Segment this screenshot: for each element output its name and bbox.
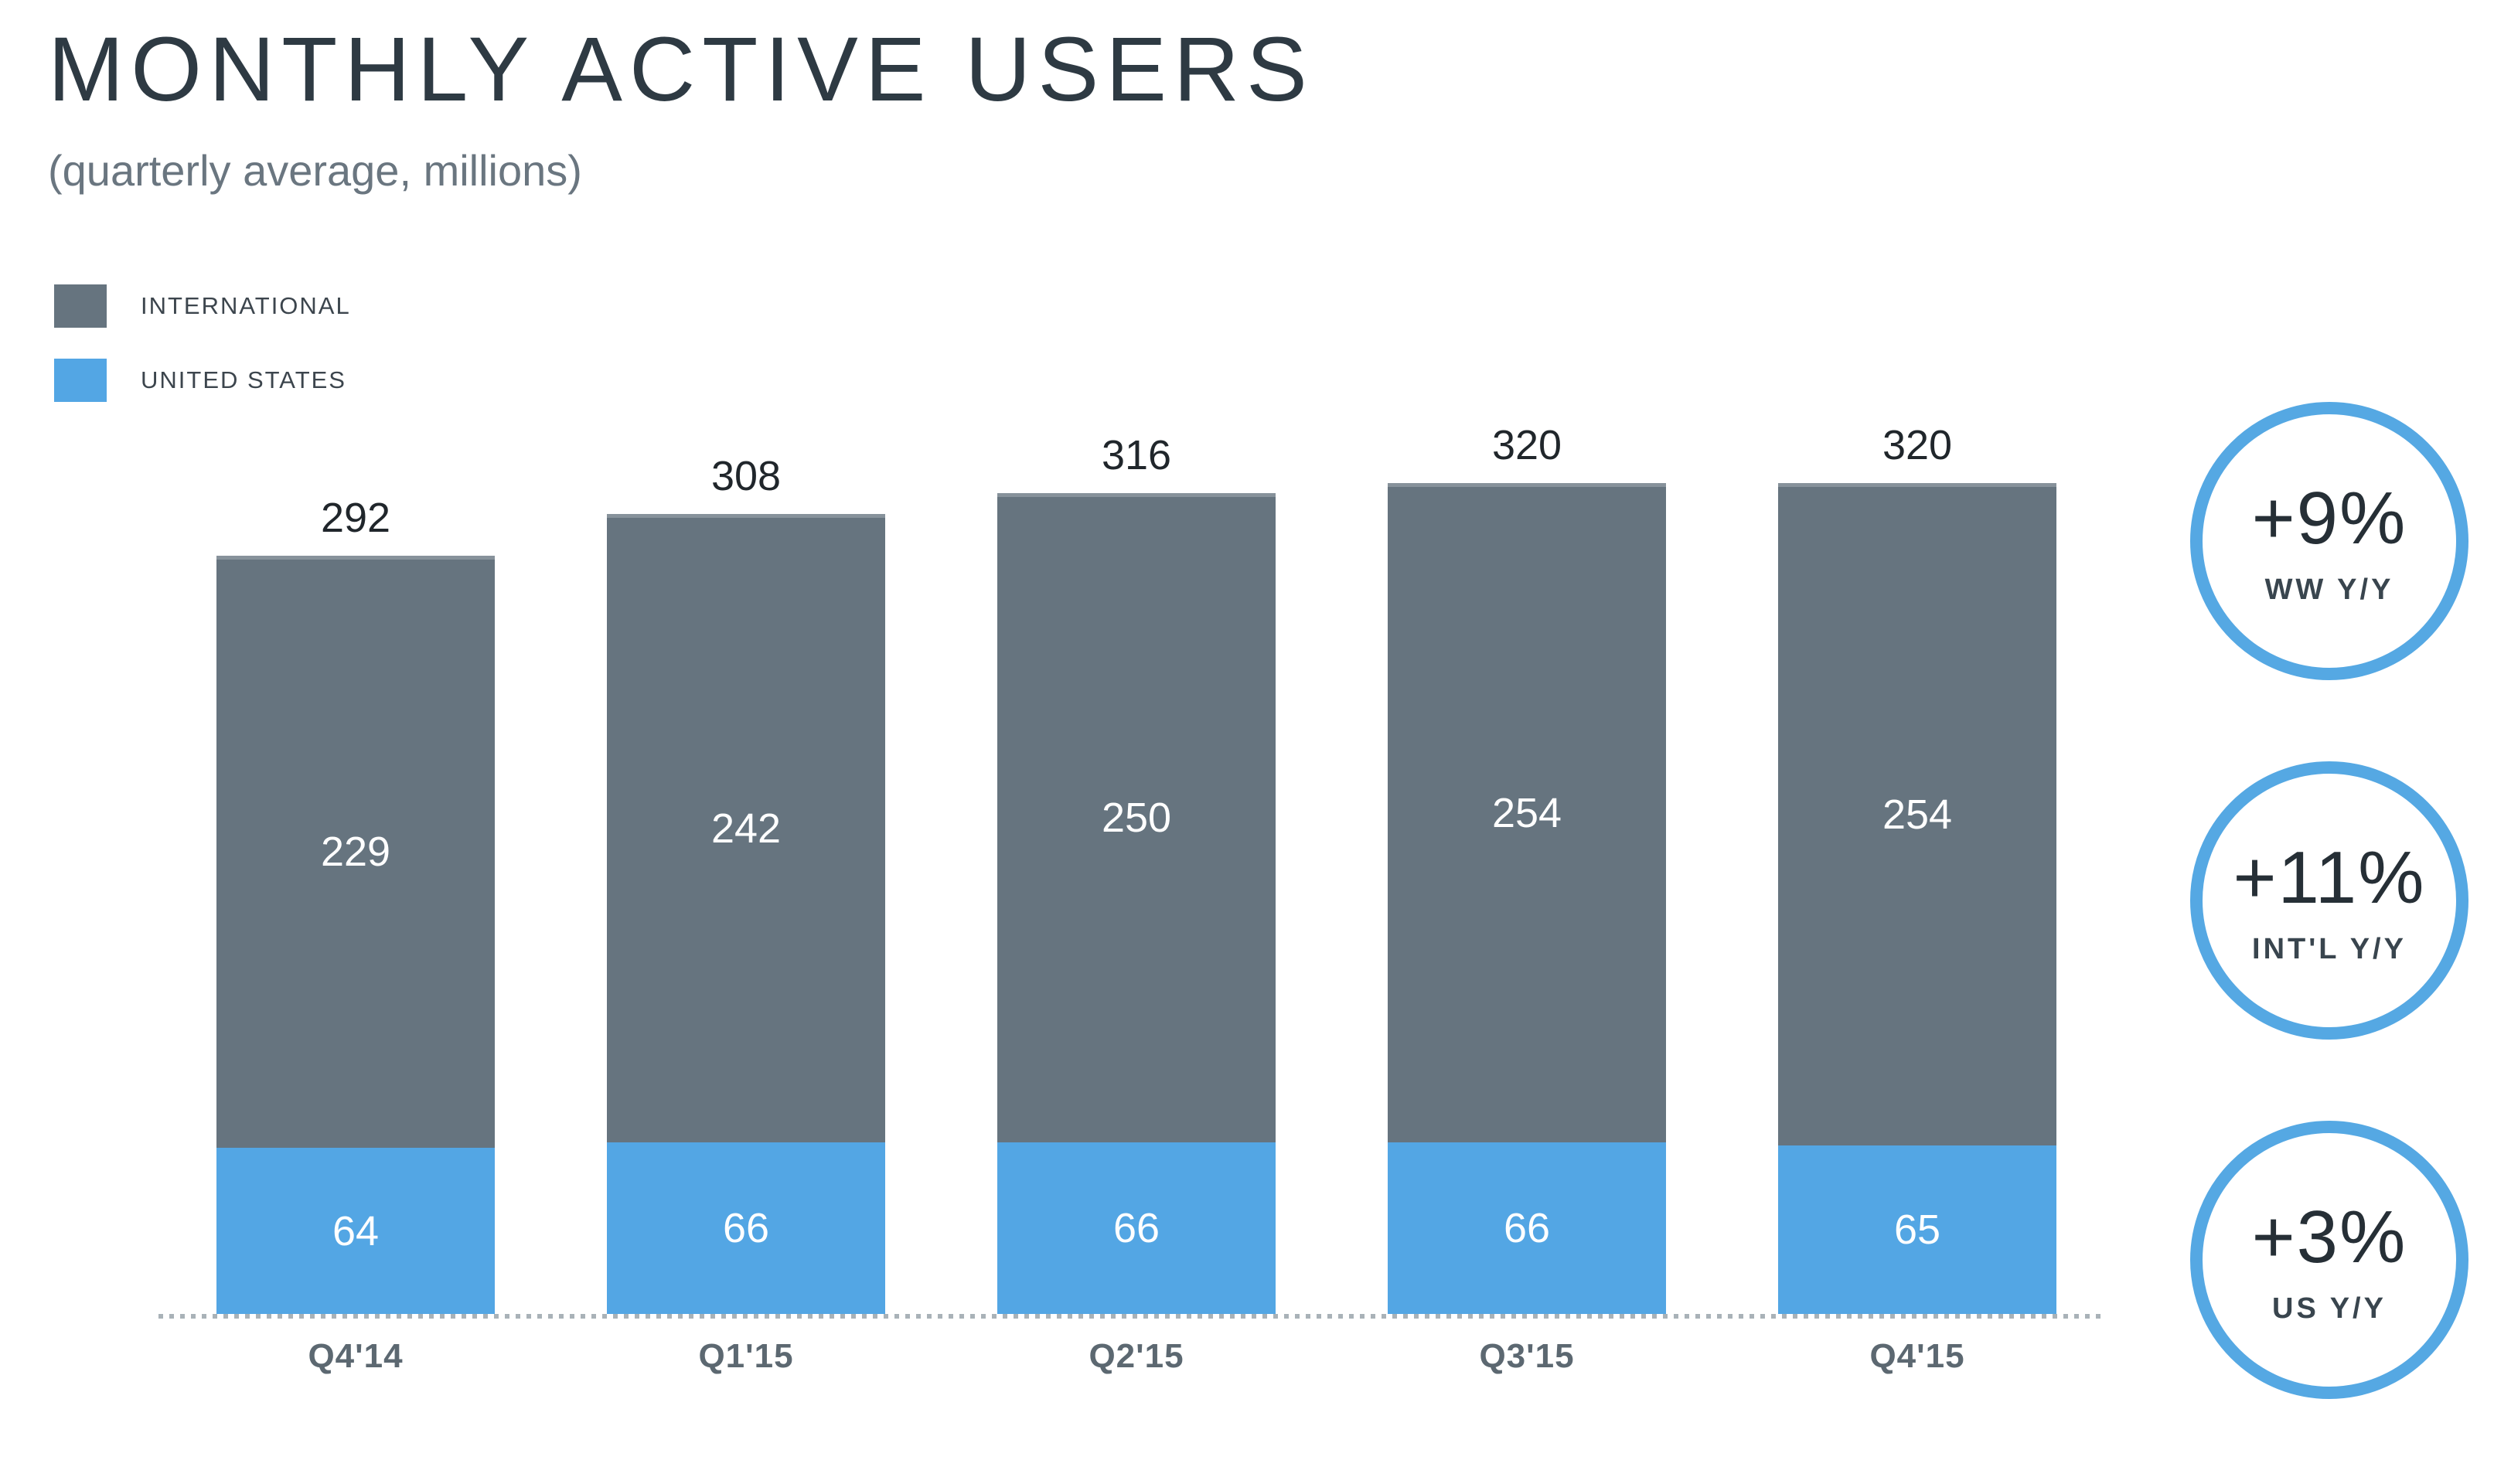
callout-intl-yy: +11% INT'L Y/Y xyxy=(2190,761,2468,1040)
x-axis-label: Q1'15 xyxy=(698,1337,794,1375)
segment-value-united-states: 66 xyxy=(1503,1205,1551,1251)
x-axis-baseline xyxy=(158,1314,2106,1319)
bar-total-label: 320 xyxy=(1491,422,1562,468)
legend-label-united-states: UNITED STATES xyxy=(141,366,346,393)
callout-us-yy: +3% US Y/Y xyxy=(2190,1121,2468,1399)
bar-segment-united-states: 66 xyxy=(1388,1142,1666,1314)
callout-ww-value: +9% xyxy=(2251,476,2407,560)
chart-subtitle: (quarterly average, millions) xyxy=(48,146,582,195)
x-axis-label: Q3'15 xyxy=(1479,1337,1575,1375)
segment-value-united-states: 65 xyxy=(1893,1207,1941,1253)
segment-value-international: 229 xyxy=(320,829,391,875)
segment-value-international: 242 xyxy=(710,805,782,852)
legend-swatch-international-icon xyxy=(54,284,107,328)
bar-segment-united-states: 66 xyxy=(997,1142,1276,1314)
chart-title: MONTHLY ACTIVE USERS xyxy=(48,19,1314,121)
segment-value-international: 254 xyxy=(1882,791,1953,838)
chart-legend: INTERNATIONAL UNITED STATES xyxy=(54,284,351,433)
segment-value-united-states: 66 xyxy=(1112,1205,1160,1251)
legend-label-international: INTERNATIONAL xyxy=(141,292,351,319)
bar-total-label: 292 xyxy=(320,495,391,541)
x-axis-label: Q4'14 xyxy=(308,1337,404,1375)
segment-value-international: 254 xyxy=(1491,789,1562,836)
callout-us-label: US Y/Y xyxy=(2272,1292,2387,1325)
callout-intl-value: +11% xyxy=(2233,836,2426,919)
bar-segment-international: 254 xyxy=(1778,483,2056,1145)
bar-segment-international: 242 xyxy=(607,514,885,1142)
bar-total-label: 308 xyxy=(710,453,782,499)
bar-total-label: 320 xyxy=(1882,422,1953,468)
segment-value-international: 250 xyxy=(1101,795,1172,841)
bar-segment-united-states: 64 xyxy=(216,1148,495,1314)
callout-ww-yy: +9% WW Y/Y xyxy=(2190,402,2468,680)
legend-item-international: INTERNATIONAL xyxy=(54,284,351,328)
segment-value-united-states: 66 xyxy=(722,1205,770,1251)
bar-segment-united-states: 66 xyxy=(607,1142,885,1314)
bar-segment-united-states: 65 xyxy=(1778,1145,2056,1314)
bar-total-label: 316 xyxy=(1101,432,1172,478)
bar-segment-international: 229 xyxy=(216,556,495,1148)
legend-item-united-states: UNITED STATES xyxy=(54,359,351,402)
segment-value-united-states: 64 xyxy=(332,1207,380,1254)
bar-segment-international: 250 xyxy=(997,493,1276,1142)
callout-intl-label: INT'L Y/Y xyxy=(2252,932,2407,965)
callout-ww-label: WW Y/Y xyxy=(2264,573,2394,606)
bar-segment-international: 254 xyxy=(1388,483,1666,1142)
callout-us-value: +3% xyxy=(2251,1195,2407,1278)
legend-swatch-united-states-icon xyxy=(54,359,107,402)
x-axis-label: Q4'15 xyxy=(1869,1337,1965,1375)
x-axis-label: Q2'15 xyxy=(1089,1337,1184,1375)
